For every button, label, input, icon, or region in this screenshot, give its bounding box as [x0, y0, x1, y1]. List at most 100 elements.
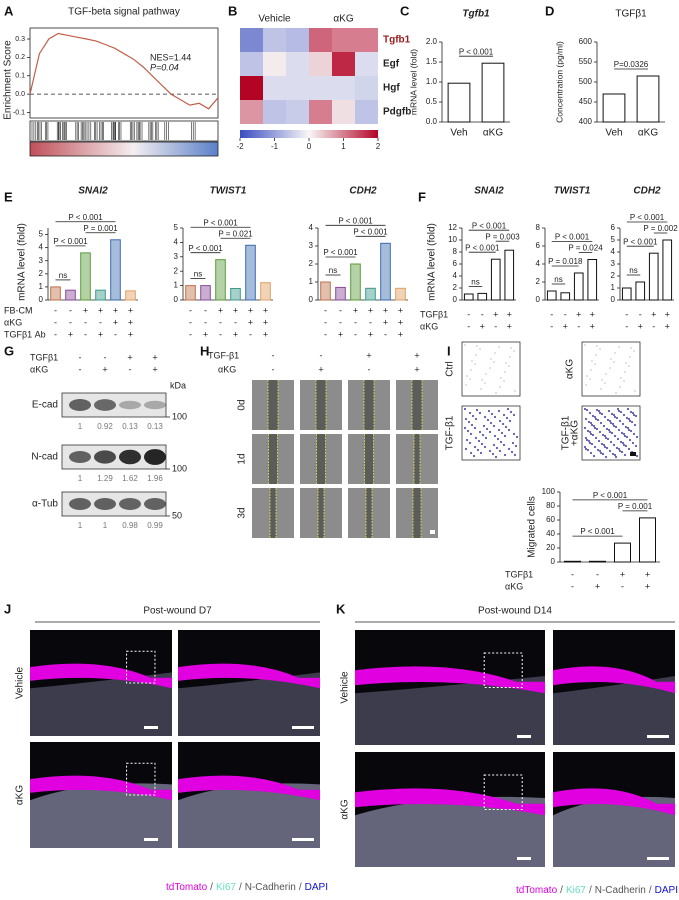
tdtomato-layer — [553, 666, 675, 694]
y-tick-label: 0 — [453, 295, 458, 304]
cell-dot — [622, 413, 626, 417]
heat-cell — [286, 52, 309, 76]
cell-dot — [609, 421, 613, 425]
y-axis-label: mRNA level (fold) — [427, 223, 438, 301]
sign: - — [324, 317, 327, 327]
cell-dot — [604, 455, 608, 459]
cell-dot — [632, 432, 636, 436]
cell-dot — [508, 419, 512, 423]
cell-dot — [485, 373, 487, 375]
cell-dot — [614, 455, 618, 459]
cell-dot — [635, 454, 639, 458]
annotation: P < 0.001 — [323, 248, 358, 257]
cell-dot — [502, 443, 506, 447]
y-tick-label: 0 — [39, 295, 44, 304]
cell-dot — [499, 386, 501, 388]
cell-dot — [618, 449, 622, 453]
cell-dot — [626, 407, 630, 411]
y-tick-label: 4 — [174, 238, 179, 247]
sign: + — [368, 305, 373, 315]
band — [144, 498, 166, 510]
sign: + — [233, 305, 238, 315]
marker-label: 100 — [172, 463, 187, 473]
cell-dot — [481, 379, 483, 381]
sign: + — [645, 569, 650, 579]
sign: - — [54, 305, 57, 315]
cell-dot — [617, 409, 621, 413]
cell-dot — [600, 388, 602, 390]
cell-dot — [504, 425, 508, 429]
cell-dot — [595, 408, 599, 412]
cell-dot — [585, 438, 589, 442]
chart-title: TWIST1 — [210, 186, 247, 197]
sign: - — [564, 309, 567, 319]
cell-dot — [502, 413, 506, 417]
tissue — [553, 676, 675, 745]
cell-dot — [623, 434, 627, 438]
sign: - — [204, 305, 207, 315]
sign: + — [638, 321, 643, 331]
bar — [260, 282, 271, 301]
cell-dot — [613, 453, 617, 457]
cell-dot — [608, 449, 612, 453]
heat-cell — [332, 76, 355, 100]
heat-cell — [309, 52, 332, 76]
y-tick-label: 0.1 — [15, 73, 25, 80]
cell-dot — [583, 426, 587, 430]
legend-entry: DAPI — [305, 882, 328, 893]
bar — [636, 75, 660, 123]
cell-dot — [486, 418, 490, 422]
cell-dot — [619, 440, 623, 444]
y-tick-label: 4 — [536, 259, 541, 268]
sign: - — [84, 329, 87, 339]
sign: - — [189, 329, 192, 339]
panel-label: E — [4, 189, 13, 204]
quantification: 0.92 — [97, 422, 113, 431]
y-tick-label: 0 — [551, 557, 556, 566]
cell-dot — [615, 392, 617, 394]
y-tick-label: 5 — [174, 223, 179, 232]
row-label: αKG — [340, 799, 351, 819]
bar — [587, 259, 598, 301]
cell-dot — [614, 425, 618, 429]
band — [119, 400, 141, 410]
panel-label: D — [545, 3, 554, 18]
cell-dot — [616, 437, 620, 441]
annotation: ns — [329, 266, 337, 275]
cell-dot — [600, 412, 604, 416]
sign: - — [189, 305, 192, 315]
band — [69, 498, 91, 510]
cell-dot — [628, 419, 632, 423]
y-tick-label: 3 — [39, 256, 44, 265]
heat-cell — [332, 52, 355, 76]
wound-gap — [364, 434, 374, 484]
cell-dot — [608, 419, 612, 423]
quantification: 0.99 — [147, 521, 163, 530]
panel-label: J — [4, 601, 11, 616]
cell-dot — [588, 411, 592, 415]
cell-dot — [597, 409, 601, 413]
bar — [95, 289, 106, 301]
cell-dot — [615, 446, 619, 450]
cell-dot — [620, 450, 624, 454]
image-label: +αKG — [570, 420, 581, 446]
cell-dot — [497, 428, 501, 432]
annotation: ns — [59, 271, 67, 280]
cell-dot — [627, 447, 631, 451]
sign: - — [99, 317, 102, 327]
sign: - — [639, 309, 642, 319]
panel-label: C — [400, 3, 410, 18]
cell-dot — [465, 438, 469, 442]
annotation: P < 0.001 — [623, 237, 658, 246]
y-tick-label: 2.0 — [426, 37, 438, 46]
cell-dot — [593, 445, 597, 449]
cell-dot — [629, 410, 633, 414]
cell-dot — [511, 441, 515, 445]
cell-dot — [624, 444, 628, 448]
panel-label: A — [4, 3, 14, 18]
marker-label: 100 — [172, 411, 187, 421]
tdtomato-layer — [178, 775, 320, 801]
cell-dot — [599, 348, 601, 350]
cell-dot — [512, 432, 516, 436]
cell-dot — [587, 439, 591, 443]
